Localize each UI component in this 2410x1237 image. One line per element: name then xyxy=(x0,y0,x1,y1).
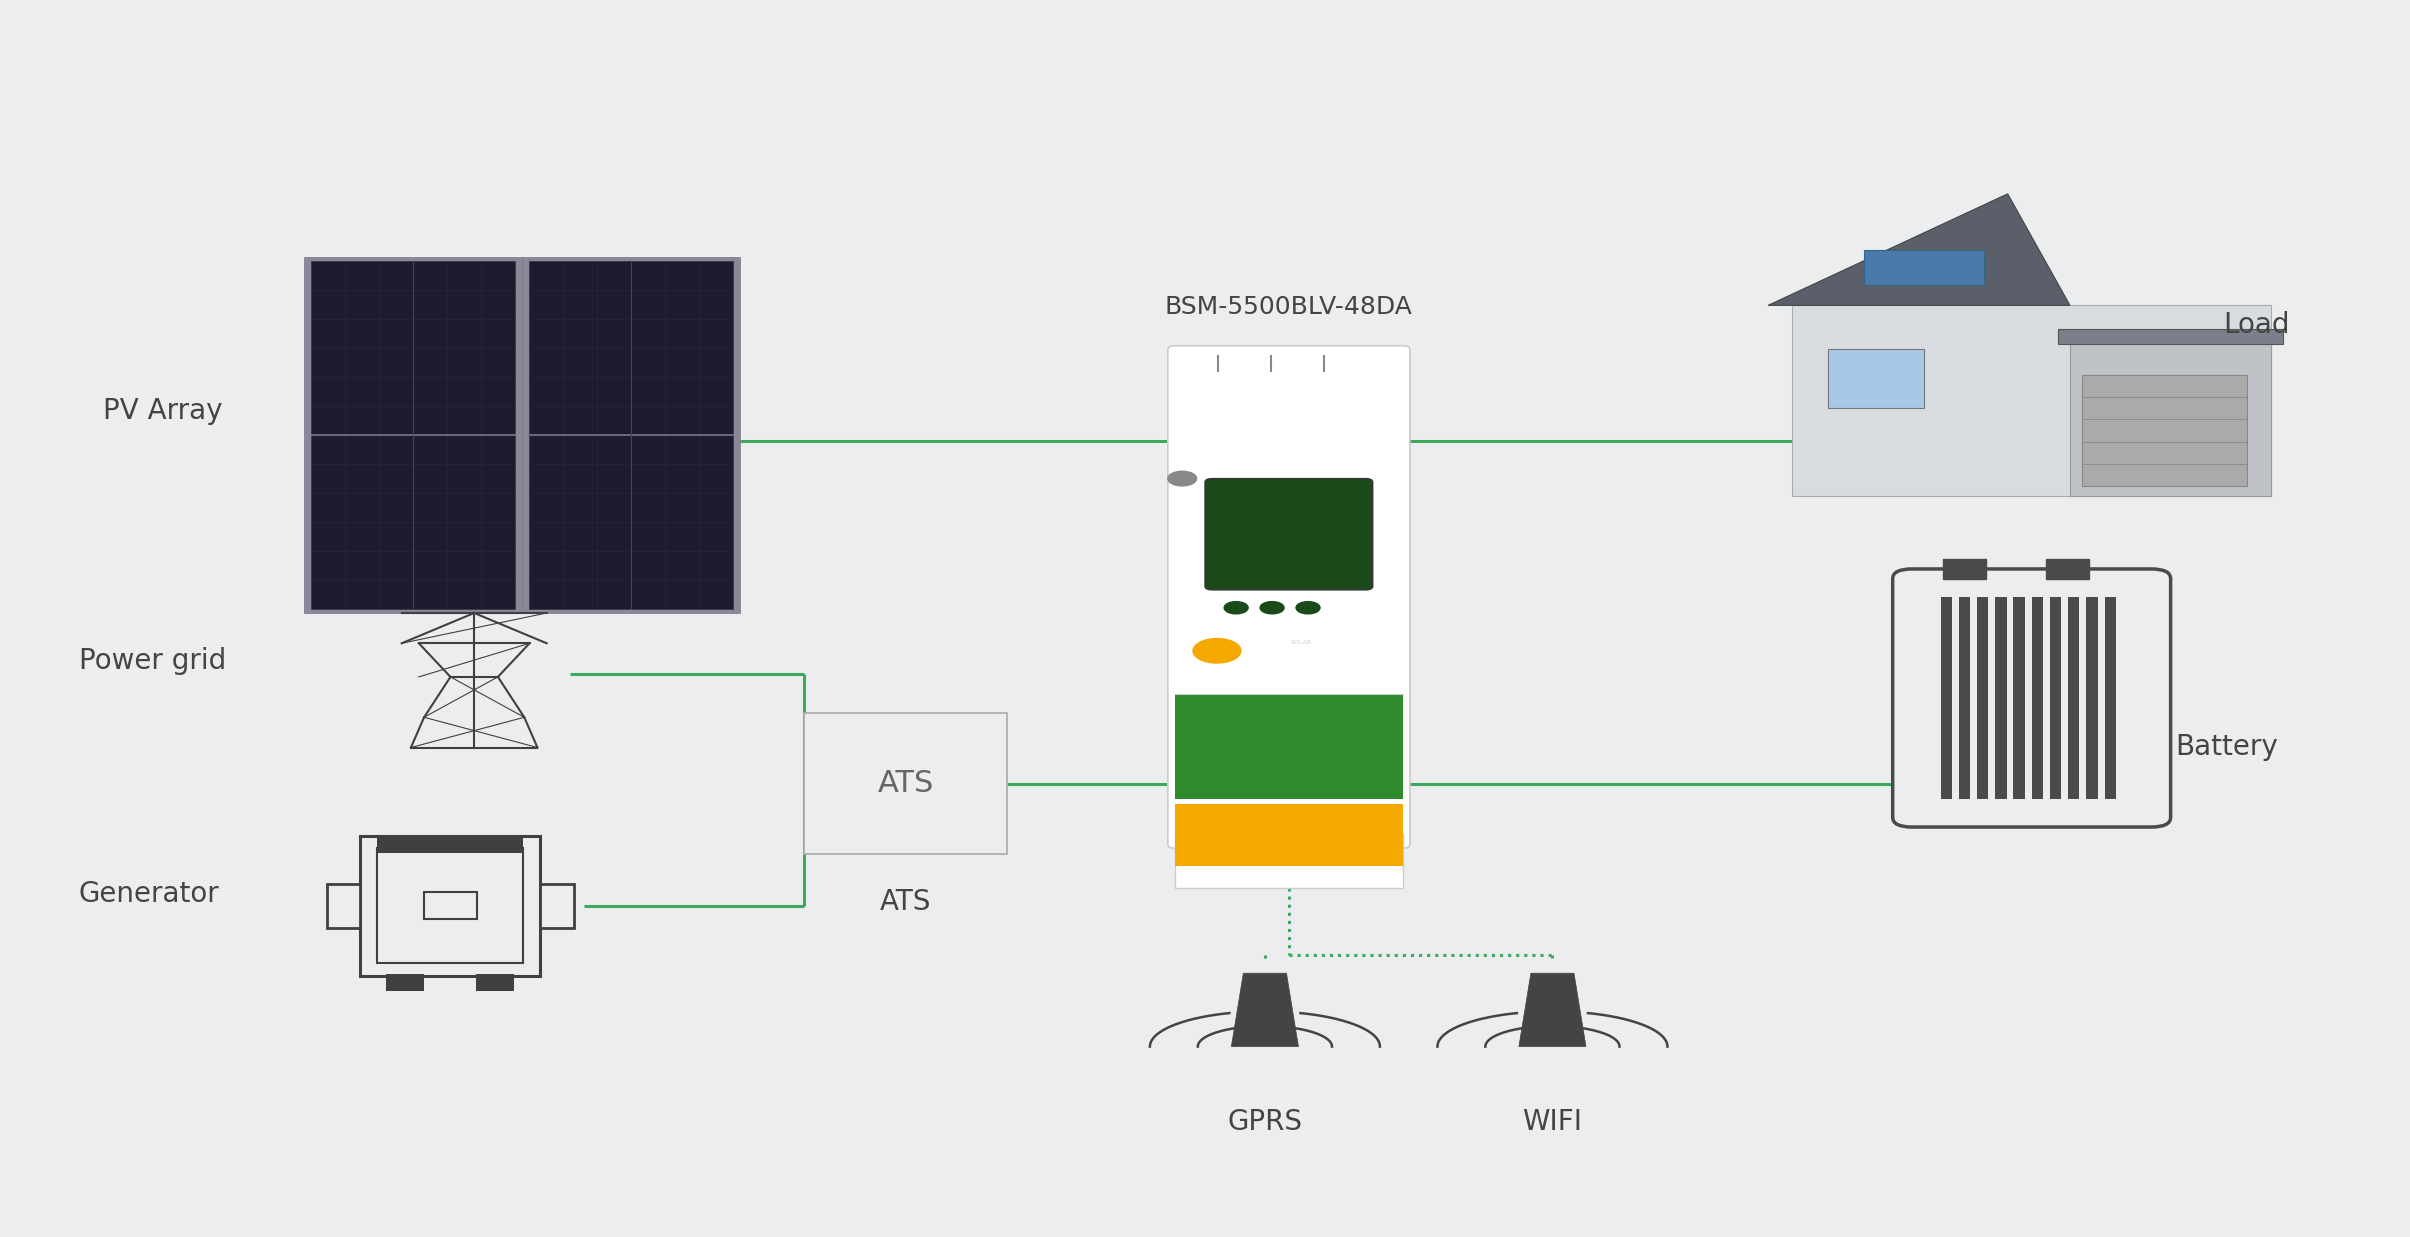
Circle shape xyxy=(1260,601,1285,614)
Circle shape xyxy=(1193,638,1241,663)
FancyBboxPatch shape xyxy=(1169,346,1410,849)
FancyBboxPatch shape xyxy=(530,261,733,610)
Bar xyxy=(1959,597,1971,799)
FancyBboxPatch shape xyxy=(803,714,1007,854)
Bar xyxy=(1976,597,1988,799)
Bar xyxy=(1829,349,1923,408)
Bar xyxy=(2051,597,2061,799)
Text: ATS: ATS xyxy=(880,888,930,915)
FancyBboxPatch shape xyxy=(1892,569,2171,828)
Polygon shape xyxy=(1518,974,1586,1047)
FancyBboxPatch shape xyxy=(304,257,523,614)
Bar xyxy=(477,974,513,991)
Bar xyxy=(2012,597,2024,799)
Polygon shape xyxy=(1769,194,2070,306)
Text: Load: Load xyxy=(2224,310,2290,339)
FancyBboxPatch shape xyxy=(540,884,574,928)
Bar xyxy=(2032,597,2044,799)
Bar xyxy=(2058,329,2282,344)
Bar xyxy=(2070,344,2270,496)
FancyBboxPatch shape xyxy=(376,849,523,964)
Circle shape xyxy=(1224,601,1248,614)
Bar xyxy=(1176,804,1403,866)
Text: Generator: Generator xyxy=(80,880,219,908)
Bar xyxy=(2068,597,2080,799)
Text: BLUESUN: BLUESUN xyxy=(1277,657,1326,666)
FancyBboxPatch shape xyxy=(2082,375,2246,486)
Text: GPRS: GPRS xyxy=(1227,1108,1301,1136)
FancyBboxPatch shape xyxy=(311,261,516,610)
Circle shape xyxy=(1297,601,1321,614)
Bar xyxy=(2087,597,2097,799)
FancyBboxPatch shape xyxy=(424,892,477,919)
Bar xyxy=(2104,597,2116,799)
Bar xyxy=(1940,597,1952,799)
FancyBboxPatch shape xyxy=(523,257,740,614)
Text: SOLAR: SOLAR xyxy=(1289,641,1311,646)
Bar xyxy=(376,837,523,852)
Bar xyxy=(1995,597,2008,799)
Bar xyxy=(1176,694,1403,799)
Circle shape xyxy=(1169,471,1198,486)
FancyBboxPatch shape xyxy=(2046,559,2089,579)
Text: BSM-5500BLV-48DA: BSM-5500BLV-48DA xyxy=(1164,294,1412,319)
Bar xyxy=(386,974,424,991)
Text: WIFI: WIFI xyxy=(1523,1108,1583,1136)
FancyBboxPatch shape xyxy=(328,884,362,928)
FancyBboxPatch shape xyxy=(1863,250,1983,285)
FancyBboxPatch shape xyxy=(1793,306,2270,496)
Polygon shape xyxy=(1232,974,1299,1047)
FancyBboxPatch shape xyxy=(1942,559,1986,579)
Text: Power grid: Power grid xyxy=(80,647,227,675)
Text: ATS: ATS xyxy=(877,769,933,798)
FancyBboxPatch shape xyxy=(1205,479,1374,590)
Text: Battery: Battery xyxy=(2176,734,2277,761)
Text: PV Array: PV Array xyxy=(104,397,222,424)
FancyBboxPatch shape xyxy=(362,836,540,976)
FancyBboxPatch shape xyxy=(1176,834,1403,888)
